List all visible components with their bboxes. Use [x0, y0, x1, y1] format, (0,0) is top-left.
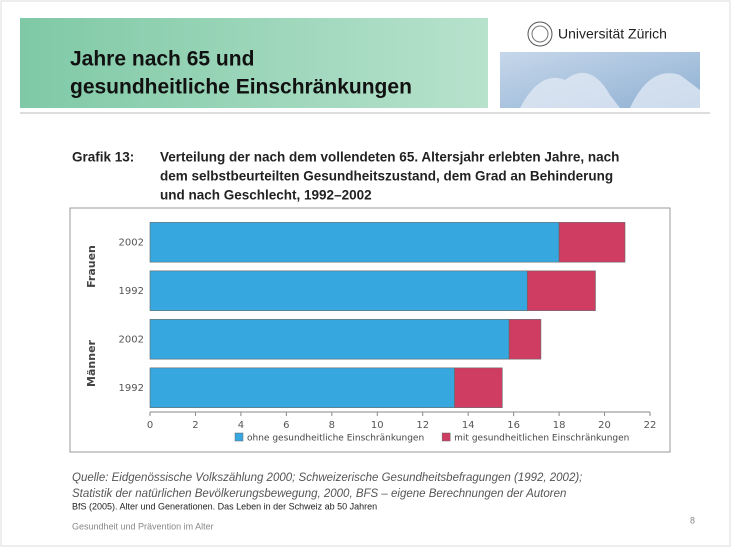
slide: Universität Zürich Jahre nach 65 und ges…: [0, 0, 731, 547]
y-tick-label: 1992: [119, 383, 144, 394]
header-title: gesundheitliche Einschränkungen: [70, 76, 412, 99]
page: {"slide": {"header_lines": ["Jahre nach …: [0, 0, 731, 547]
chart-label: Grafik 13:: [72, 150, 134, 165]
x-tick-label: 8: [329, 420, 335, 431]
y-tick-label: 2002: [119, 334, 144, 345]
bar-segment: [559, 222, 625, 262]
x-tick-label: 12: [416, 420, 429, 431]
legend-swatch: [235, 433, 243, 441]
x-tick-label: 22: [644, 420, 657, 431]
legend-label: mit gesundheitlichen Einschränkungen: [454, 434, 629, 444]
bar-segment: [527, 271, 595, 311]
bar-segment: [455, 368, 503, 408]
chart-title: Verteilung der nach dem vollendeten 65. …: [160, 150, 619, 165]
bar-segment: [509, 319, 541, 359]
x-tick-label: 0: [147, 420, 153, 431]
x-tick-label: 20: [598, 420, 611, 431]
x-tick-label: 4: [238, 420, 244, 431]
x-tick-label: 10: [371, 420, 384, 431]
x-tick-label: 14: [462, 420, 475, 431]
x-tick-label: 6: [283, 420, 289, 431]
group-label: Frauen: [85, 245, 98, 288]
x-tick-label: 16: [507, 420, 520, 431]
chart-title: und nach Geschlecht, 1992–2002: [160, 188, 372, 203]
source: Quelle: Eidgenössische Volkszählung 2000…: [72, 472, 582, 484]
logo-text: Universität Zürich: [558, 26, 667, 42]
legend-label: ohne gesundheitliche Einschränkungen: [247, 434, 424, 444]
x-tick-label: 2: [192, 420, 198, 431]
bar-segment: [150, 222, 559, 262]
x-tick-label: 18: [553, 420, 566, 431]
bar-segment: [150, 271, 527, 311]
legend-swatch: [442, 433, 450, 441]
chart-title: dem selbstbeurteilten Gesundheitszustand…: [160, 169, 613, 184]
header-title: Jahre nach 65 und: [70, 48, 254, 71]
page-number: 8: [690, 515, 695, 525]
y-tick-label: 1992: [119, 286, 144, 297]
footer: Gesundheit und Prävention im Alter: [72, 521, 214, 531]
group-label: Männer: [85, 339, 98, 386]
bar-segment: [150, 319, 509, 359]
y-tick-label: 2002: [119, 237, 144, 248]
bar-segment: [150, 368, 455, 408]
reference: BfS (2005). Alter und Generationen. Das …: [72, 501, 377, 511]
source: Statistik der natürlichen Bevölkerungsbe…: [72, 488, 566, 500]
